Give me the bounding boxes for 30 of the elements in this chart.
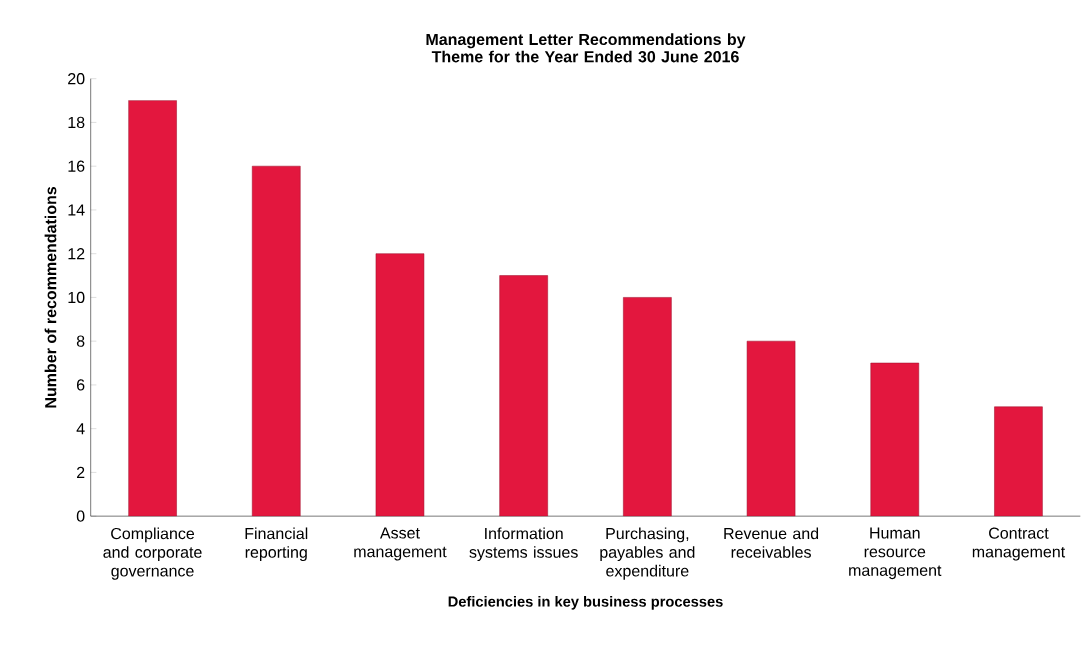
bar xyxy=(251,166,301,517)
x-tick-label: Information systems issues xyxy=(469,527,578,562)
x-tick-label: Revenue and receivables xyxy=(724,527,819,559)
y-tick-label: 2 xyxy=(76,467,85,479)
x-tick-label: Contract management xyxy=(972,527,1066,561)
x-tick-label: Asset management xyxy=(354,527,447,561)
y-axis-title: Number of recommendations xyxy=(44,187,57,408)
y-tick-label: 4 xyxy=(76,423,85,435)
chart-title: Management Letter Recommendations by Theme for the Year Ended 30 June 2016 xyxy=(426,33,746,63)
y-tick-label: 20 xyxy=(68,73,85,85)
y-tick-label: 12 xyxy=(68,248,85,260)
bar xyxy=(499,275,548,517)
x-tick-label: Compliance and corporate governance xyxy=(103,527,202,580)
y-tick-label: 8 xyxy=(76,335,85,348)
bar xyxy=(994,406,1043,517)
x-tick-label: Purchasing, payables and expenditure xyxy=(600,527,695,580)
bar xyxy=(870,363,920,517)
y-tick-label: 0 xyxy=(76,510,85,523)
bar xyxy=(128,100,177,517)
bar xyxy=(746,341,796,517)
y-tick-label: 14 xyxy=(68,204,85,216)
y-tick-label: 16 xyxy=(68,160,85,173)
x-tick-label: Financial reporting xyxy=(245,527,308,562)
y-tick-label: 18 xyxy=(68,117,85,129)
x-tick-label: Human resource management xyxy=(849,527,942,580)
y-tick-label: 10 xyxy=(68,292,85,304)
y-tick-label: 6 xyxy=(77,379,85,391)
x-axis-title: Deficiencies in key business processes xyxy=(448,596,723,610)
bar xyxy=(623,297,672,517)
bar xyxy=(375,253,425,517)
